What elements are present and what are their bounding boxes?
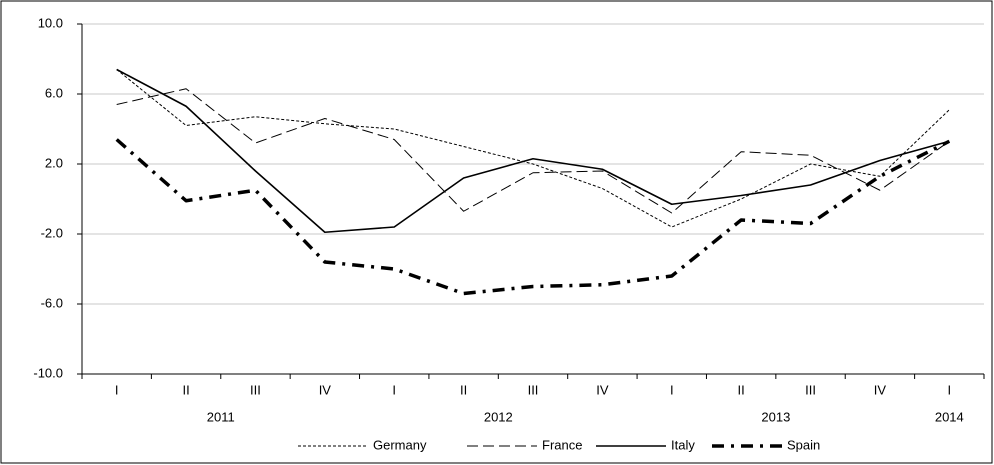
x-tick-label: I (115, 382, 119, 397)
year-label: 2014 (935, 409, 964, 424)
x-tick-label: IV (874, 382, 887, 397)
series-line (116, 88, 950, 214)
x-tick-label: IV (319, 382, 332, 397)
x-tick-label: II (182, 382, 189, 397)
series-line (116, 69, 950, 228)
y-tick-label: 10.0 (38, 15, 63, 30)
x-tick-label: III (805, 382, 816, 397)
x-tick-label: I (947, 382, 951, 397)
year-label: 2011 (207, 409, 235, 424)
year-label: 2012 (484, 409, 513, 424)
x-tick-label: II (460, 382, 467, 397)
y-tick-label: -2.0 (41, 225, 63, 240)
y-tick-label: -6.0 (41, 295, 63, 310)
series-line (116, 68, 950, 234)
series-line (115, 138, 951, 296)
legend-label: Germany (373, 437, 427, 452)
x-tick-label: III (250, 382, 261, 397)
y-tick-label: -10.0 (33, 365, 63, 380)
legend-label: France (542, 437, 582, 452)
x-tick-label: I (392, 382, 396, 397)
legend-label: Italy (671, 437, 695, 452)
x-tick-label: III (528, 382, 539, 397)
x-tick-label: II (738, 382, 745, 397)
legend-label: Spain (787, 437, 820, 452)
year-label: 2013 (761, 409, 790, 424)
x-tick-label: IV (596, 382, 609, 397)
x-tick-label: I (670, 382, 674, 397)
y-tick-label: 6.0 (45, 85, 63, 100)
y-tick-label: 2.0 (45, 155, 63, 170)
